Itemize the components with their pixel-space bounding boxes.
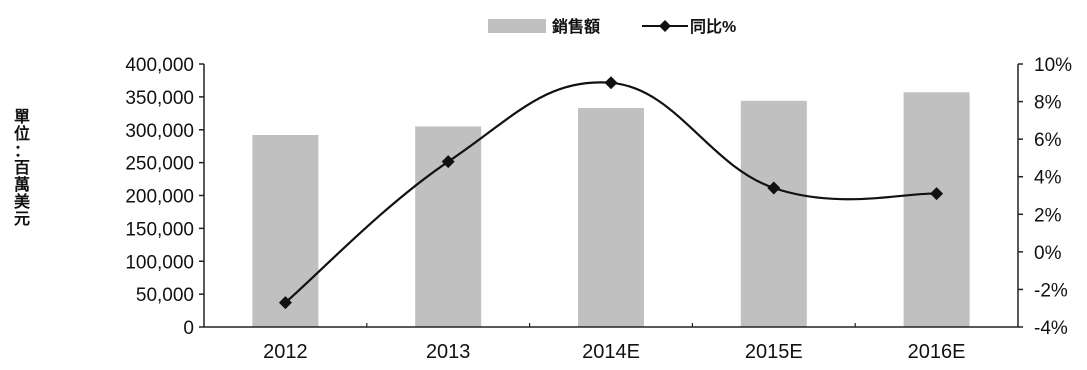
y-axis-title-text: 單位：百萬美元	[14, 108, 31, 228]
legend-line-label: 同比%	[690, 18, 736, 36]
left-tick-label: 200,000	[125, 187, 194, 208]
x-tick-label: 2013	[426, 341, 471, 363]
line-point-marker	[604, 76, 618, 90]
x-tick-label: 2012	[263, 341, 308, 363]
bar-series	[252, 92, 970, 328]
bar	[252, 135, 319, 327]
left-tick-label: 250,000	[125, 154, 194, 175]
bar	[903, 92, 970, 328]
right-tick-label: -4%	[1034, 318, 1068, 339]
legend-bar-swatch	[488, 19, 546, 33]
x-axis: 2012 2013 2014E 2015E 2016E	[204, 323, 1018, 363]
left-tick-label: 400,000	[125, 55, 194, 76]
x-tick-label: 2016E	[908, 341, 966, 363]
left-tick-label: 50,000	[136, 285, 194, 306]
right-y-axis: -4% -2% 0% 2% 4% 6% 8% 10%	[1017, 55, 1072, 339]
right-tick-label: 10%	[1034, 55, 1072, 76]
y-axis-title: 單位：百萬美元	[14, 108, 31, 228]
legend-bar-label: 銷售額	[552, 17, 600, 36]
left-tick-label: 0	[183, 318, 194, 339]
right-tick-label: 8%	[1034, 93, 1062, 114]
line-point-marker	[767, 181, 781, 195]
right-tick-label: -2%	[1034, 280, 1068, 301]
right-tick-label: 6%	[1034, 130, 1062, 151]
left-tick-label: 350,000	[125, 88, 194, 109]
line-point-marker	[441, 155, 455, 169]
left-tick-label: 300,000	[125, 121, 194, 142]
line-point-marker	[930, 187, 944, 201]
right-tick-label: 2%	[1034, 205, 1062, 226]
left-y-axis: 0 50,000 100,000 150,000 200,000 250,000 300,0…	[125, 55, 205, 339]
legend: 銷售額 同比%	[488, 17, 736, 36]
line-series	[278, 76, 944, 310]
legend-line-marker	[659, 20, 671, 32]
bar	[740, 100, 807, 327]
bar	[578, 108, 644, 328]
right-tick-label: 4%	[1034, 168, 1062, 189]
right-tick-label: 0%	[1034, 243, 1062, 264]
line-point-marker	[278, 296, 292, 310]
left-tick-label: 150,000	[125, 219, 194, 240]
x-tick-label: 2015E	[745, 341, 803, 363]
x-tick-label: 2014E	[582, 341, 640, 363]
left-tick-label: 100,000	[125, 252, 194, 273]
